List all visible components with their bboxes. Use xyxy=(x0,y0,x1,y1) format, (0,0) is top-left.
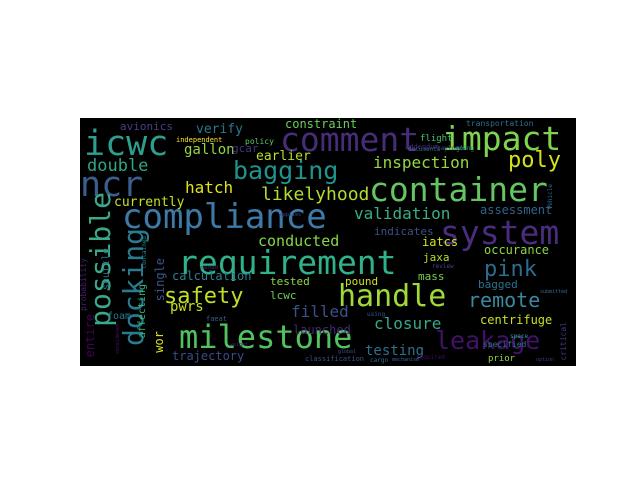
word-launched: launched xyxy=(293,323,351,337)
word-review: review xyxy=(432,263,454,270)
word-entire: entire xyxy=(83,314,97,358)
word-handle: handle xyxy=(338,279,447,314)
word-contained: contained xyxy=(141,236,148,269)
word-addendum: addendum xyxy=(405,143,439,151)
word-applies: applies xyxy=(280,212,302,218)
word-going: going xyxy=(456,145,475,152)
word-calculation: calculation xyxy=(172,269,252,283)
word-filled: filled xyxy=(291,302,349,321)
word-submitted: submitted xyxy=(540,289,568,295)
word-inspection: inspection xyxy=(373,153,470,172)
word-likelyhood: likelyhood xyxy=(261,184,370,205)
word-comment: comment xyxy=(280,120,420,159)
word-assessment: assessment xyxy=(480,203,553,217)
word-documents: documents xyxy=(408,146,441,153)
word-wor: wor xyxy=(152,331,166,353)
word-probability: probability xyxy=(80,258,88,311)
word-pink: pink xyxy=(484,257,537,282)
word-specified: specified xyxy=(483,340,527,349)
word-container: container xyxy=(369,170,548,209)
word-caused: caused xyxy=(200,265,219,271)
word-option: option xyxy=(536,357,555,363)
word-double: double xyxy=(87,156,149,176)
word-leakage: leakage xyxy=(435,326,541,355)
word-pound: pound xyxy=(345,275,379,288)
word-requirement: requirement xyxy=(178,243,397,282)
word-jaxa: jaxa xyxy=(423,251,450,264)
word-space: space xyxy=(510,333,529,340)
word-payloads: payloads xyxy=(437,145,466,152)
word-cloud: compliance requirement milestone contain… xyxy=(80,118,576,366)
word-considered: considered xyxy=(115,324,121,355)
word-currently: currently xyxy=(114,195,185,210)
word-remote: remote xyxy=(468,288,541,312)
word-gcar: gcar xyxy=(232,142,259,155)
word-bagged: bagged xyxy=(478,278,518,291)
word-independent: independent xyxy=(176,136,223,144)
word-icwc: icwc xyxy=(84,124,169,164)
word-avionics: avionics xyxy=(120,120,173,133)
word-compliance: compliance xyxy=(122,197,327,237)
word-testing: testing xyxy=(365,343,425,359)
word-using: using xyxy=(367,311,386,318)
word-mechanism: mechanism xyxy=(392,357,420,363)
word-single: single xyxy=(153,258,167,302)
word-poly: poly xyxy=(508,148,561,173)
word-pwrs: pwrs xyxy=(170,299,204,315)
word-conducted: conducted xyxy=(258,232,340,250)
word-gallon: gallon xyxy=(184,142,235,158)
word-ncr: ncr xyxy=(80,165,144,205)
word-indicates: indicates xyxy=(374,225,434,238)
word-centrifuge: centrifuge xyxy=(480,313,553,327)
word-closure: closure xyxy=(374,314,442,333)
word-faeat: faeat xyxy=(206,315,228,323)
word-affecting: affecting xyxy=(137,284,148,339)
word-impact: impact xyxy=(442,119,562,158)
word-lcwc: lcwc xyxy=(270,289,297,302)
word-tested: tested xyxy=(270,275,310,288)
word-cargo: cargo xyxy=(370,357,389,364)
word-occurance: occurance xyxy=(484,243,550,257)
word-critical: critical xyxy=(559,322,568,361)
word-bagging: bagging xyxy=(233,156,339,185)
word-iatcs: iatcs xyxy=(422,235,459,249)
word-constraint: constraint xyxy=(285,118,358,131)
word-shuttle: shuttle xyxy=(101,248,112,291)
word-earlier: earlier xyxy=(256,149,311,164)
word-safety: safety xyxy=(164,284,244,309)
word-system: system xyxy=(440,213,560,252)
word-milestone: milestone xyxy=(179,318,353,356)
word-transportation: transportation xyxy=(466,119,534,128)
word-weight: weight xyxy=(230,342,249,348)
word-vehicle: vehicle xyxy=(547,184,554,210)
word-trajectory: trajectory xyxy=(172,349,245,363)
word-verify: verify xyxy=(196,122,243,137)
word-mass: mass xyxy=(418,270,445,283)
word-required: required xyxy=(416,354,445,361)
word-policy: policy xyxy=(245,137,274,146)
word-classification: classification xyxy=(305,355,365,363)
word-hatch: hatch xyxy=(185,178,234,197)
word-foam: foam xyxy=(107,311,132,322)
word-prior: prior xyxy=(488,354,516,364)
word-flight: flight xyxy=(420,134,453,144)
word-validation: validation xyxy=(354,204,451,223)
word-global: global xyxy=(338,349,357,355)
